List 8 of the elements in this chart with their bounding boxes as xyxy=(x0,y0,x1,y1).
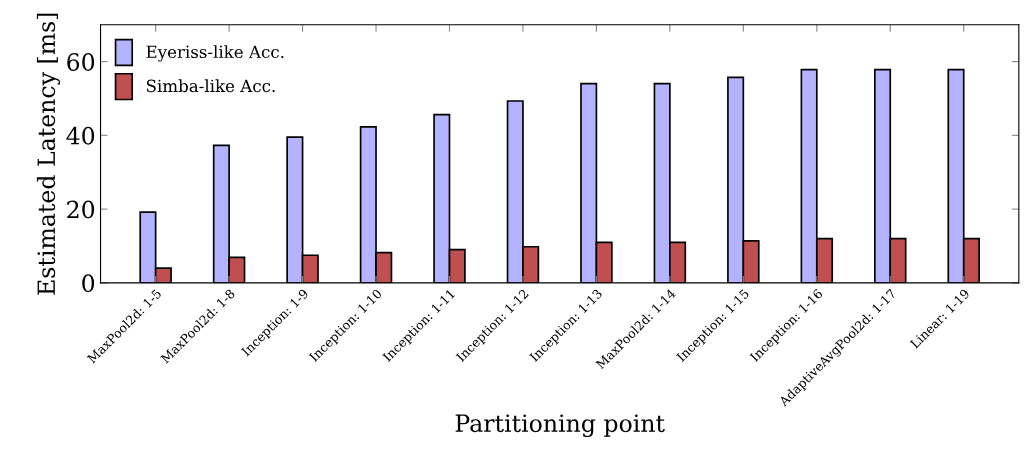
legend-label: Simba-like Acc. xyxy=(146,79,275,93)
y-axis-title: Estimated Latency [ms] xyxy=(36,13,61,295)
x-axis-title: Partitioning point xyxy=(455,414,665,438)
y-tick-label: 60 xyxy=(67,53,95,71)
legend-label: Eyeriss-like Acc. xyxy=(146,45,284,62)
y-tick-label: 0 xyxy=(82,274,95,293)
y-tick-label: 40 xyxy=(66,126,95,145)
y-tick-label: 20 xyxy=(67,200,95,219)
